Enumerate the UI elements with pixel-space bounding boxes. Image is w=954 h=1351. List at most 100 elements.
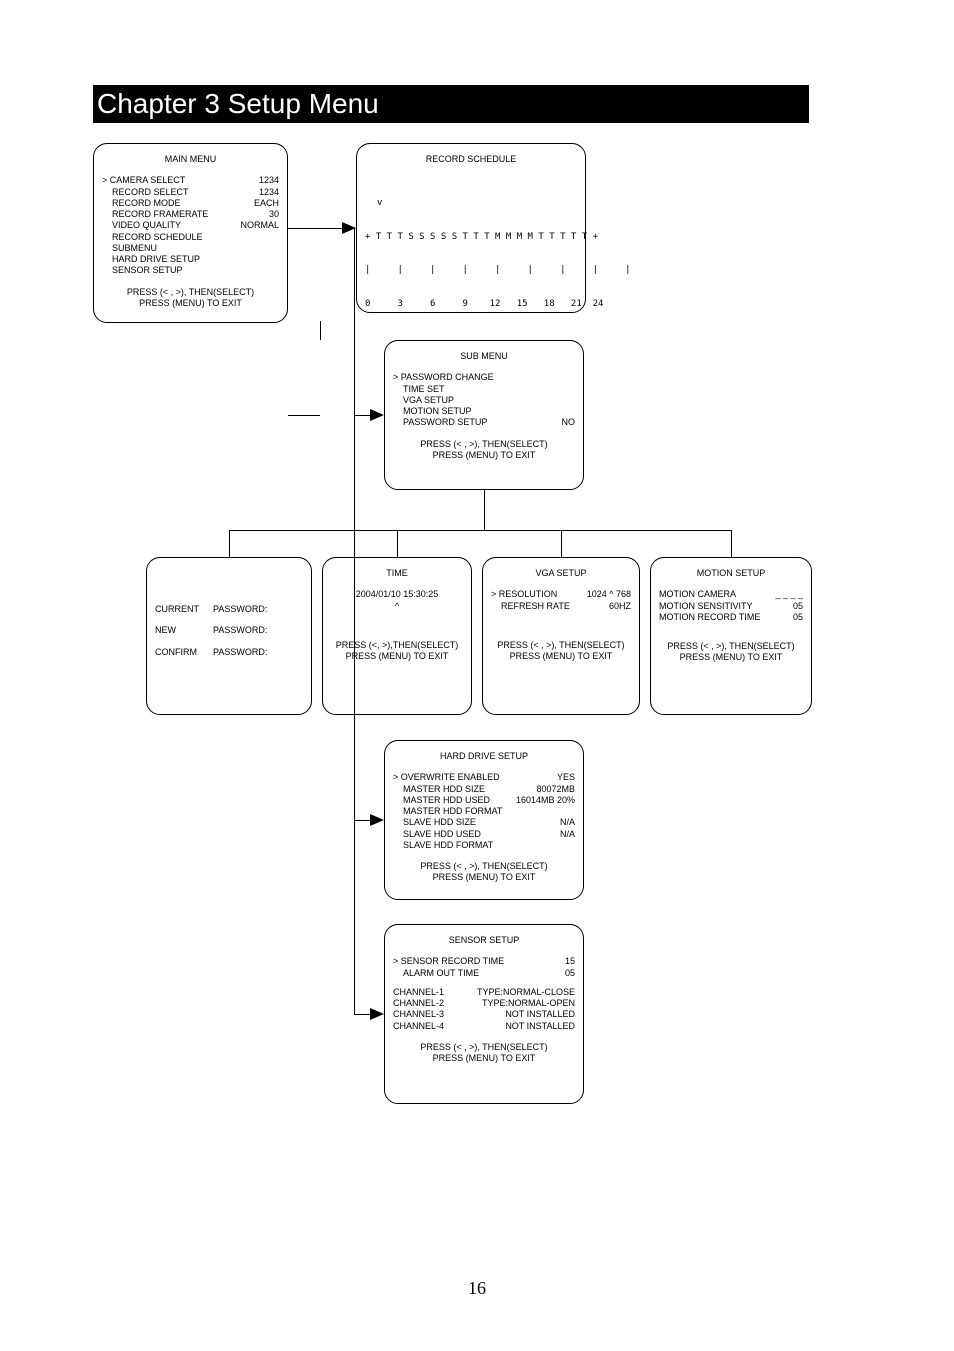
menu-label: TIME SET bbox=[393, 384, 575, 395]
menu-row: VGA SETUP bbox=[393, 395, 575, 406]
connector-line bbox=[397, 530, 398, 557]
menu-label: VIDEO QUALITY bbox=[102, 220, 240, 231]
menu-value: 30 bbox=[269, 209, 279, 220]
menu-row: RECORD SCHEDULE bbox=[102, 232, 279, 243]
schedule-ticks: | | | | | | | | | bbox=[365, 265, 577, 276]
hint-select: PRESS (<, >),THEN(SELECT) bbox=[331, 640, 463, 651]
hint-exit: PRESS (MENU) TO EXIT bbox=[393, 450, 575, 461]
menu-row: TIME SET bbox=[393, 384, 575, 395]
menu-value: 15 bbox=[565, 956, 575, 967]
time-caret: ^ bbox=[331, 601, 463, 612]
connector-line bbox=[229, 530, 731, 531]
menu-label: MOTION SETUP bbox=[393, 406, 575, 417]
menu-row: > PASSWORD CHANGE bbox=[393, 372, 575, 383]
menu-label: VGA SETUP bbox=[393, 395, 575, 406]
pwd-confirm-r: PASSWORD: bbox=[213, 647, 267, 658]
menu-label: SLAVE HDD SIZE bbox=[393, 817, 560, 828]
motion-box: MOTION SETUP MOTION CAMERA_ _ _ _MOTION … bbox=[650, 557, 812, 715]
menu-value: 80072MB bbox=[536, 784, 575, 795]
sub-menu-title: SUB MENU bbox=[393, 351, 575, 362]
menu-label: > CAMERA SELECT bbox=[102, 175, 259, 186]
channel-label: CHANNEL-4 bbox=[393, 1021, 455, 1032]
menu-value: 1024 ^ 768 bbox=[587, 589, 631, 600]
sub-menu-box: SUB MENU > PASSWORD CHANGETIME SETVGA SE… bbox=[384, 340, 584, 490]
menu-label: RECORD SCHEDULE bbox=[102, 232, 279, 243]
menu-row: > RESOLUTION1024 ^ 768 bbox=[491, 589, 631, 600]
menu-value: _ _ _ _ bbox=[775, 589, 803, 600]
menu-row: SLAVE HDD SIZEN/A bbox=[393, 817, 575, 828]
menu-row: MOTION SETUP bbox=[393, 406, 575, 417]
menu-row: RECORD MODEEACH bbox=[102, 198, 279, 209]
channel-label: CHANNEL-1 bbox=[393, 987, 455, 998]
hdd-title: HARD DRIVE SETUP bbox=[393, 751, 575, 762]
password-box: CURRENT PASSWORD: NEW PASSWORD: CONFIRM … bbox=[146, 557, 312, 715]
page: Chapter 3 Setup Menu MAIN MENU > CAMERA … bbox=[0, 0, 954, 1351]
channel-row: CHANNEL-2TYPE:NORMAL-OPEN bbox=[393, 998, 575, 1009]
menu-label: RECORD MODE bbox=[102, 198, 254, 209]
connector-line bbox=[354, 415, 370, 416]
channel-value: NOT INSTALLED bbox=[455, 1021, 575, 1032]
menu-row: MASTER HDD FORMAT bbox=[393, 806, 575, 817]
record-schedule-box: RECORD SCHEDULE v + T T T S S S S S T T … bbox=[356, 143, 586, 313]
chapter-title: Chapter 3 Setup Menu bbox=[97, 88, 379, 120]
menu-label: HARD DRIVE SETUP bbox=[102, 254, 279, 265]
menu-label: > RESOLUTION bbox=[491, 589, 587, 600]
connector-line bbox=[320, 321, 321, 340]
schedule-scale: 0 3 6 9 12 15 18 21 24 bbox=[365, 299, 577, 310]
pwd-new-r: PASSWORD: bbox=[213, 625, 267, 636]
arrow-icon bbox=[370, 1008, 384, 1020]
hint-select: PRESS (< , >), THEN(SELECT) bbox=[393, 1042, 575, 1053]
menu-row: HARD DRIVE SETUP bbox=[102, 254, 279, 265]
menu-label: ALARM OUT TIME bbox=[393, 968, 565, 979]
menu-row: RECORD FRAMERATE30 bbox=[102, 209, 279, 220]
pwd-current-l: CURRENT bbox=[155, 604, 213, 615]
channel-label: CHANNEL-3 bbox=[393, 1009, 455, 1020]
connector-line bbox=[354, 1014, 370, 1015]
main-menu-box: MAIN MENU > CAMERA SELECT1234RECORD SELE… bbox=[93, 143, 288, 323]
menu-value: 1234 bbox=[259, 175, 279, 186]
menu-value: NORMAL bbox=[240, 220, 279, 231]
connector-line bbox=[354, 228, 355, 1014]
menu-row: SUBMENU bbox=[102, 243, 279, 254]
hint-exit: PRESS (MENU) TO EXIT bbox=[393, 872, 575, 883]
menu-row: VIDEO QUALITYNORMAL bbox=[102, 220, 279, 231]
menu-row: MASTER HDD USED16014MB 20% bbox=[393, 795, 575, 806]
menu-value: 16014MB 20% bbox=[516, 795, 575, 806]
menu-label: RECORD SELECT bbox=[102, 187, 259, 198]
hint-select: PRESS (< , >), THEN(SELECT) bbox=[491, 640, 631, 651]
menu-value: EACH bbox=[254, 198, 279, 209]
hdd-box: HARD DRIVE SETUP > OVERWRITE ENABLEDYESM… bbox=[384, 740, 584, 900]
hint-select: PRESS (< , >), THEN(SELECT) bbox=[393, 439, 575, 450]
menu-row: SENSOR SETUP bbox=[102, 265, 279, 276]
page-number: 16 bbox=[0, 1278, 954, 1299]
vga-title: VGA SETUP bbox=[491, 568, 631, 579]
channel-value: TYPE:NORMAL-OPEN bbox=[455, 998, 575, 1009]
menu-label: REFRESH RATE bbox=[491, 601, 609, 612]
menu-value: 05 bbox=[793, 601, 803, 612]
connector-line bbox=[288, 228, 354, 229]
menu-row: MOTION SENSITIVITY05 bbox=[659, 601, 803, 612]
arrow-icon bbox=[370, 814, 384, 826]
menu-label: MOTION RECORD TIME bbox=[659, 612, 793, 623]
pwd-current-r: PASSWORD: bbox=[213, 604, 267, 615]
menu-label: MASTER HDD SIZE bbox=[393, 784, 536, 795]
schedule-pattern: + T T T S S S S S T T T M M M M T T T T … bbox=[365, 232, 577, 243]
menu-label: SUBMENU bbox=[102, 243, 279, 254]
channel-value: TYPE:NORMAL-CLOSE bbox=[455, 987, 575, 998]
menu-row: > OVERWRITE ENABLEDYES bbox=[393, 772, 575, 783]
menu-label: > SENSOR RECORD TIME bbox=[393, 956, 565, 967]
menu-value: 1234 bbox=[259, 187, 279, 198]
hint-exit: PRESS (MENU) TO EXIT bbox=[393, 1053, 575, 1064]
menu-label: RECORD FRAMERATE bbox=[102, 209, 269, 220]
menu-row: > SENSOR RECORD TIME15 bbox=[393, 956, 575, 967]
menu-label: MASTER HDD FORMAT bbox=[393, 806, 575, 817]
hint-exit: PRESS (MENU) TO EXIT bbox=[102, 298, 279, 309]
menu-label: MASTER HDD USED bbox=[393, 795, 516, 806]
record-schedule-title: RECORD SCHEDULE bbox=[365, 154, 577, 165]
menu-row: SLAVE HDD FORMAT bbox=[393, 840, 575, 851]
menu-row: SLAVE HDD USEDN/A bbox=[393, 829, 575, 840]
hint-select: PRESS (< , >), THEN(SELECT) bbox=[102, 287, 279, 298]
menu-label: > OVERWRITE ENABLED bbox=[393, 772, 557, 783]
time-datetime: 2004/01/10 15:30:25 bbox=[331, 589, 463, 600]
channel-row: CHANNEL-3NOT INSTALLED bbox=[393, 1009, 575, 1020]
